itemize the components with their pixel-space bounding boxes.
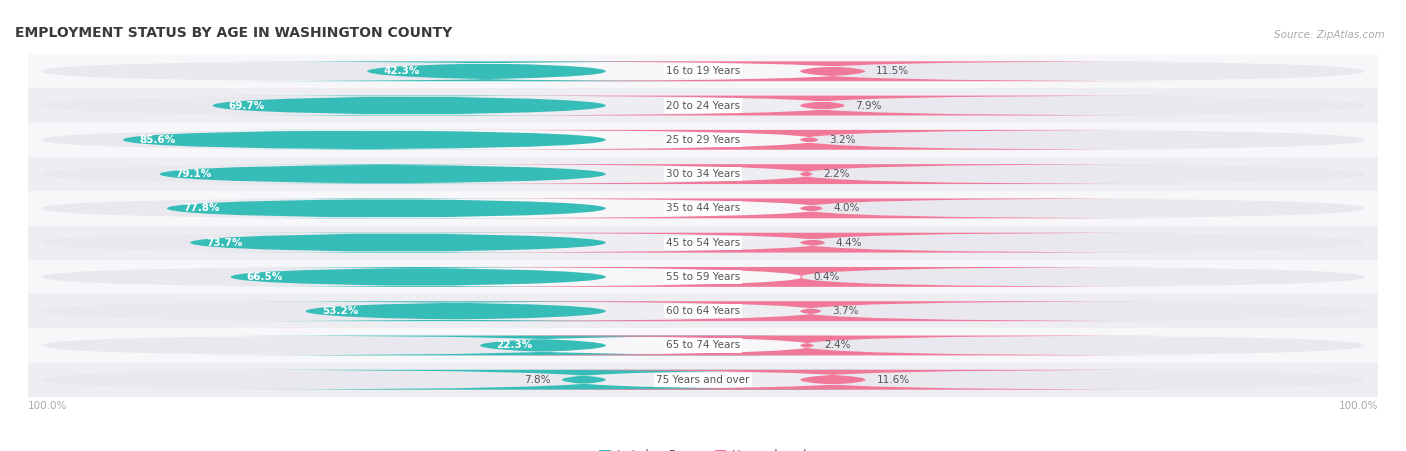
FancyBboxPatch shape — [42, 96, 606, 115]
Bar — [28, 191, 1378, 226]
Text: 3.2%: 3.2% — [830, 135, 855, 145]
Text: 2.2%: 2.2% — [824, 169, 849, 179]
FancyBboxPatch shape — [122, 130, 606, 150]
Text: 7.8%: 7.8% — [524, 375, 551, 385]
FancyBboxPatch shape — [800, 336, 1364, 355]
FancyBboxPatch shape — [159, 164, 606, 184]
Text: 73.7%: 73.7% — [207, 238, 243, 248]
Legend: In Labor Force, Unemployed: In Labor Force, Unemployed — [595, 444, 811, 451]
Text: 100.0%: 100.0% — [28, 401, 67, 411]
Text: 11.6%: 11.6% — [876, 375, 910, 385]
Text: 79.1%: 79.1% — [176, 169, 212, 179]
Text: 53.2%: 53.2% — [322, 306, 359, 316]
Bar — [28, 363, 1378, 397]
FancyBboxPatch shape — [422, 164, 1192, 184]
FancyBboxPatch shape — [190, 233, 606, 253]
FancyBboxPatch shape — [214, 267, 621, 287]
FancyBboxPatch shape — [422, 336, 1192, 355]
Text: Source: ZipAtlas.com: Source: ZipAtlas.com — [1274, 30, 1385, 40]
Text: 7.9%: 7.9% — [856, 101, 882, 110]
FancyBboxPatch shape — [212, 96, 606, 115]
FancyBboxPatch shape — [214, 336, 872, 355]
FancyBboxPatch shape — [800, 61, 1364, 81]
FancyBboxPatch shape — [42, 164, 606, 184]
FancyBboxPatch shape — [474, 370, 1192, 390]
FancyBboxPatch shape — [42, 61, 606, 81]
Bar — [28, 294, 1378, 328]
Text: 42.3%: 42.3% — [384, 66, 420, 76]
Text: 30 to 34 Years: 30 to 34 Years — [666, 169, 740, 179]
FancyBboxPatch shape — [432, 198, 1192, 218]
Text: 65 to 74 Years: 65 to 74 Years — [666, 341, 740, 350]
FancyBboxPatch shape — [42, 233, 606, 253]
FancyBboxPatch shape — [214, 370, 953, 390]
Text: 69.7%: 69.7% — [229, 101, 264, 110]
Text: 66.5%: 66.5% — [247, 272, 283, 282]
Text: 100.0%: 100.0% — [1339, 401, 1378, 411]
Text: 77.8%: 77.8% — [183, 203, 219, 213]
FancyBboxPatch shape — [167, 198, 606, 218]
Bar — [28, 54, 1378, 88]
Bar — [28, 226, 1378, 260]
Text: 0.4%: 0.4% — [813, 272, 839, 282]
Text: 45 to 54 Years: 45 to 54 Years — [666, 238, 740, 248]
FancyBboxPatch shape — [800, 301, 1364, 321]
Text: 35 to 44 Years: 35 to 44 Years — [666, 203, 740, 213]
Text: 25 to 29 Years: 25 to 29 Years — [666, 135, 740, 145]
FancyBboxPatch shape — [42, 198, 606, 218]
Text: 3.7%: 3.7% — [832, 306, 858, 316]
FancyBboxPatch shape — [42, 267, 606, 287]
FancyBboxPatch shape — [474, 61, 1192, 81]
Bar — [28, 260, 1378, 294]
FancyBboxPatch shape — [42, 301, 606, 321]
Text: 4.4%: 4.4% — [835, 238, 862, 248]
FancyBboxPatch shape — [411, 267, 1192, 287]
FancyBboxPatch shape — [430, 301, 1192, 321]
FancyBboxPatch shape — [800, 96, 1364, 115]
Bar — [28, 328, 1378, 363]
Text: 16 to 19 Years: 16 to 19 Years — [666, 66, 740, 76]
FancyBboxPatch shape — [800, 267, 1364, 287]
FancyBboxPatch shape — [433, 233, 1192, 253]
Bar — [28, 123, 1378, 157]
FancyBboxPatch shape — [800, 233, 1364, 253]
FancyBboxPatch shape — [453, 96, 1192, 115]
Text: 85.6%: 85.6% — [139, 135, 176, 145]
Text: 75 Years and over: 75 Years and over — [657, 375, 749, 385]
FancyBboxPatch shape — [427, 130, 1192, 150]
Text: 4.0%: 4.0% — [834, 203, 860, 213]
Text: 22.3%: 22.3% — [496, 341, 533, 350]
Bar — [28, 88, 1378, 123]
Text: 20 to 24 Years: 20 to 24 Years — [666, 101, 740, 110]
FancyBboxPatch shape — [42, 370, 606, 390]
Bar — [28, 157, 1378, 191]
FancyBboxPatch shape — [800, 130, 1364, 150]
FancyBboxPatch shape — [800, 370, 1364, 390]
Text: 55 to 59 Years: 55 to 59 Years — [666, 272, 740, 282]
Text: 2.4%: 2.4% — [824, 341, 851, 350]
FancyBboxPatch shape — [42, 336, 606, 355]
FancyBboxPatch shape — [214, 61, 759, 81]
FancyBboxPatch shape — [42, 130, 606, 150]
Text: 60 to 64 Years: 60 to 64 Years — [666, 306, 740, 316]
FancyBboxPatch shape — [214, 301, 697, 321]
FancyBboxPatch shape — [800, 198, 1364, 218]
Text: EMPLOYMENT STATUS BY AGE IN WASHINGTON COUNTY: EMPLOYMENT STATUS BY AGE IN WASHINGTON C… — [14, 26, 451, 40]
Text: 11.5%: 11.5% — [876, 66, 910, 76]
FancyBboxPatch shape — [800, 164, 1364, 184]
